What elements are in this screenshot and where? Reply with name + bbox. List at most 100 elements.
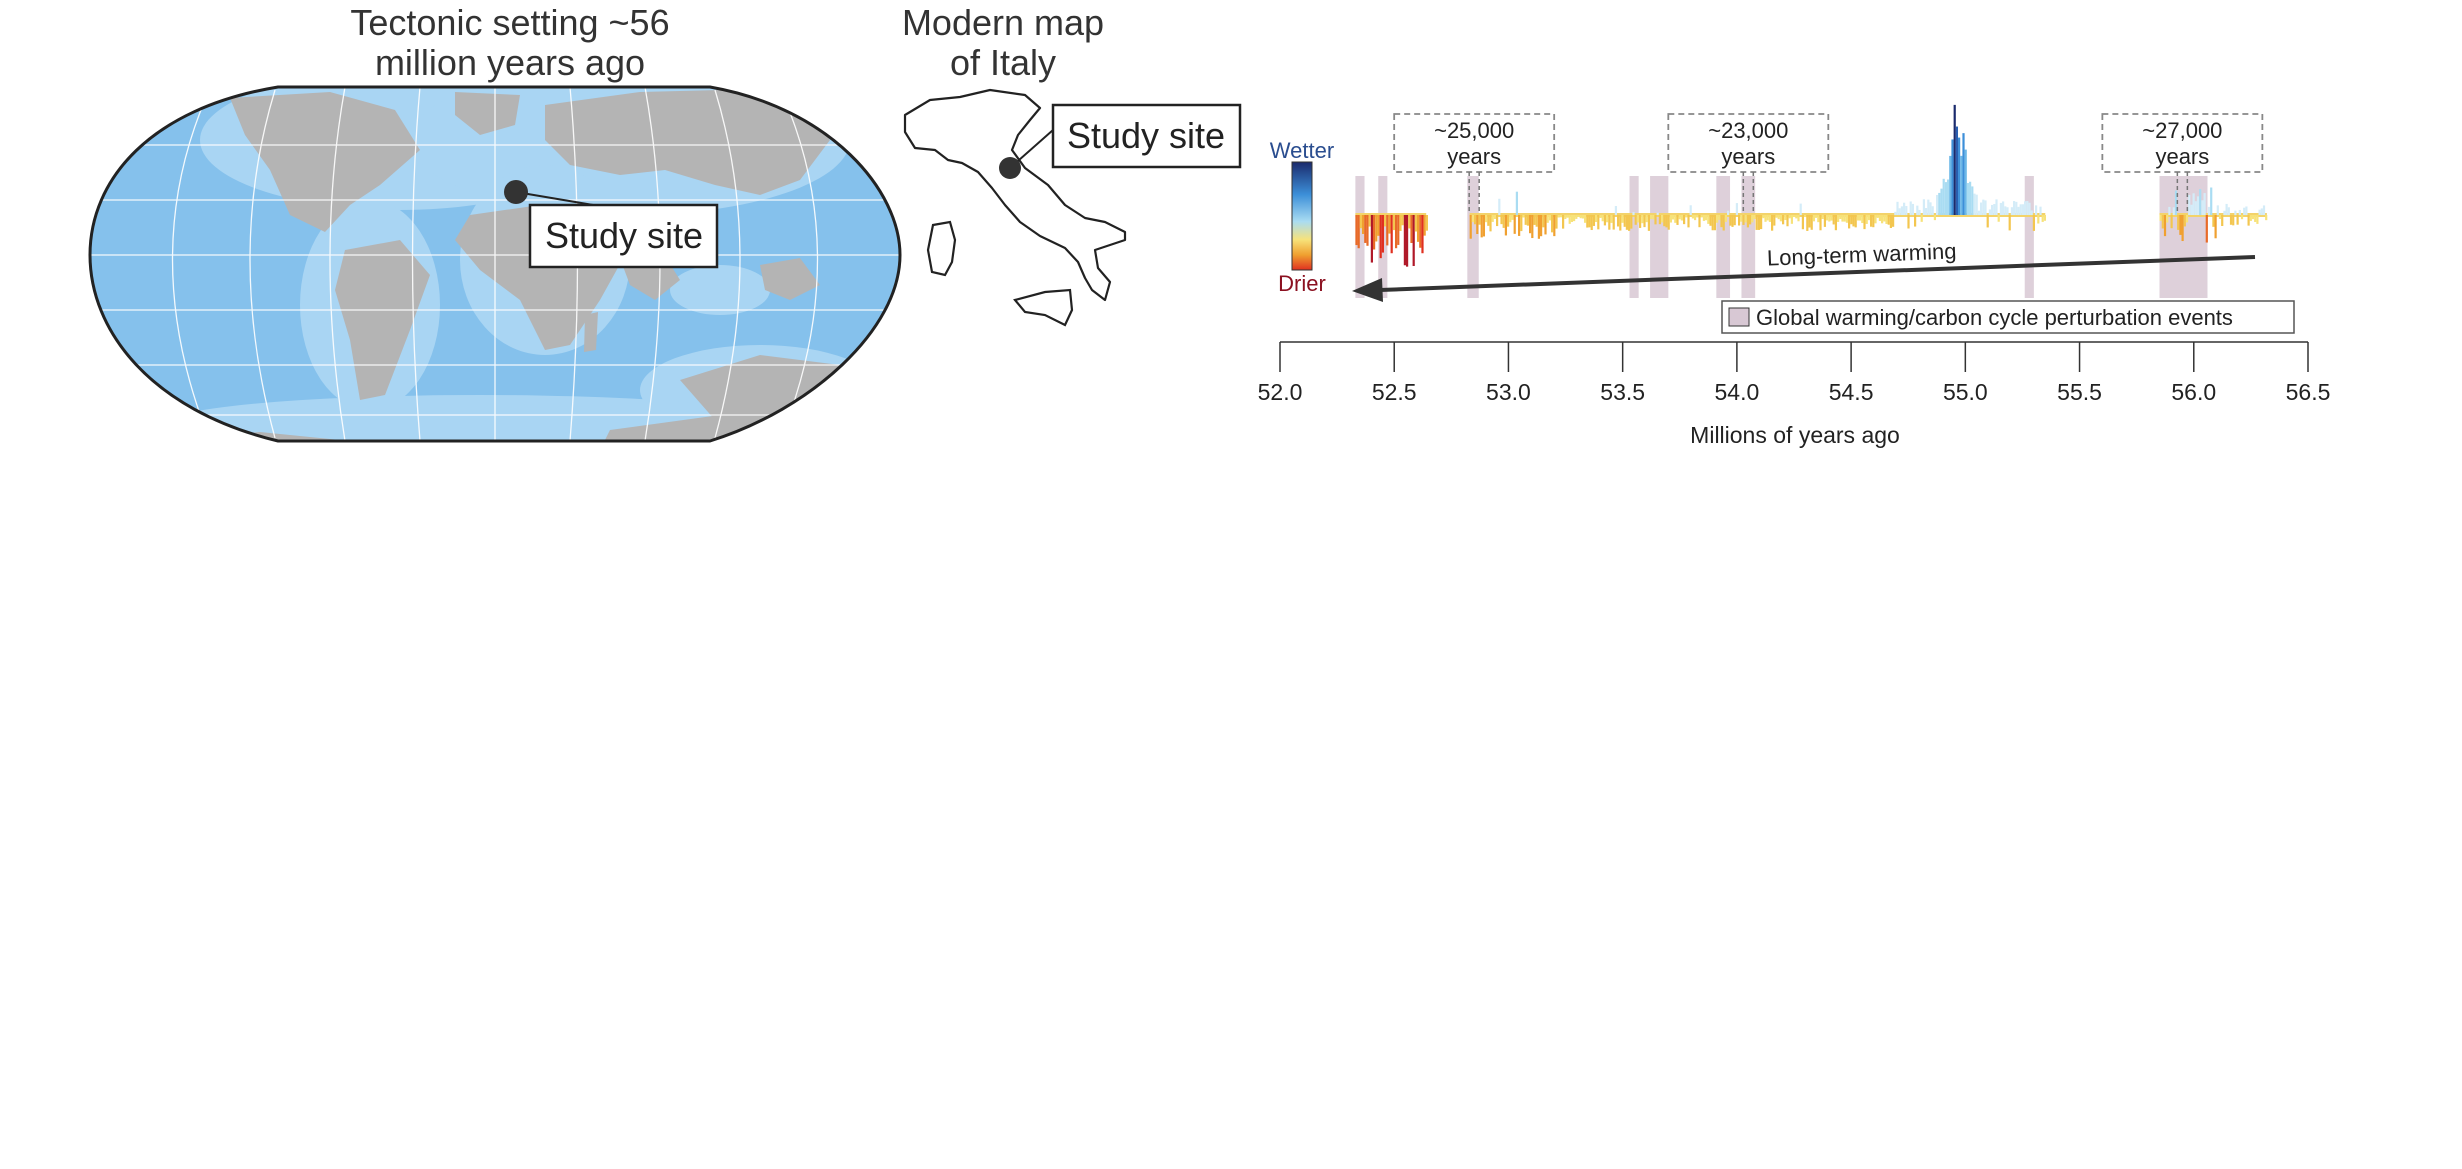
record-bar-276 xyxy=(2002,201,2005,215)
record-bar-272 xyxy=(1993,204,1996,215)
record-bar-85 xyxy=(1581,215,1585,219)
x-axis xyxy=(1279,341,2309,372)
record-bar-318 xyxy=(2207,206,2211,215)
sicily-outline xyxy=(1013,288,1074,327)
record-bar-174 xyxy=(1777,215,1780,220)
record-bar-344 xyxy=(2265,215,2268,221)
record-bar-140 xyxy=(1702,215,1706,221)
record-bar-289 xyxy=(2030,210,2033,215)
record-bar-4 xyxy=(1361,215,1365,234)
record-bar-10 xyxy=(1375,215,1378,242)
record-bar-234 xyxy=(1909,201,1912,215)
record-bar-102 xyxy=(1619,215,1622,231)
record-bar-253 xyxy=(1951,139,1954,215)
record-bar-65 xyxy=(1537,215,1541,239)
record-bar-58 xyxy=(1522,215,1525,218)
record-bar-125 xyxy=(1669,215,1673,223)
record-bar-312 xyxy=(2194,201,2197,215)
cycle-annotation-box-1 xyxy=(1393,113,1556,173)
record-bar-111 xyxy=(1639,215,1642,228)
record-bar-265 xyxy=(1977,210,1981,215)
long-term-warming-label: Long-term warming xyxy=(1767,238,1957,270)
record-bar-57 xyxy=(1520,215,1523,232)
record-bar-179 xyxy=(1788,215,1791,219)
record-bar-19 xyxy=(1394,215,1398,249)
x-tick-label: 55.5 xyxy=(2057,379,2102,405)
record-bar-150 xyxy=(1724,215,1728,222)
record-bar-209 xyxy=(1854,215,1857,228)
record-bar-34 xyxy=(1469,215,1472,239)
record-bar-197 xyxy=(1828,215,1831,222)
record-bar-244 xyxy=(1931,206,1934,215)
record-bar-249 xyxy=(1942,178,1945,215)
paleo-map-panel: Tectonic setting ~56 million years ago xyxy=(88,2,902,443)
record-bar-42 xyxy=(1487,215,1490,226)
record-bar-13 xyxy=(1381,215,1384,253)
record-bar-246 xyxy=(1936,194,1939,215)
record-bar-2 xyxy=(1357,215,1360,249)
record-bar-169 xyxy=(1766,215,1769,221)
record-bar-181 xyxy=(1793,215,1796,218)
record-bar-259 xyxy=(1964,149,1967,215)
paleo-map-title-line2: million years ago xyxy=(375,42,645,83)
record-bar-218 xyxy=(1874,215,1877,224)
record-bar-110 xyxy=(1636,215,1640,223)
record-bar-266 xyxy=(1980,202,1983,215)
record-bar-178 xyxy=(1786,215,1789,227)
record-bar-329 xyxy=(2232,215,2235,226)
record-bar-131 xyxy=(1683,215,1686,225)
record-bar-103 xyxy=(1621,215,1624,223)
record-bar-216 xyxy=(1870,215,1873,227)
record-bar-37 xyxy=(1476,215,1479,235)
record-bar-334 xyxy=(2243,207,2246,215)
record-bar-189 xyxy=(1810,215,1813,230)
legend: Global warming/carbon cycle perturbation… xyxy=(1721,300,2295,334)
record-bar-159 xyxy=(1744,215,1747,223)
record-bar-333 xyxy=(2240,215,2244,220)
record-bar-72 xyxy=(1553,215,1556,237)
study-site-callout xyxy=(528,203,719,269)
record-bar-82 xyxy=(1575,215,1578,219)
record-bar-290 xyxy=(2032,215,2036,231)
record-bar-92 xyxy=(1597,215,1600,230)
record-bar-202 xyxy=(1839,215,1842,220)
x-tick-label: 56.0 xyxy=(2171,379,2216,405)
record-bar-256 xyxy=(1958,137,1961,215)
record-bar-3 xyxy=(1359,215,1362,229)
record-bar-177 xyxy=(1784,215,1787,221)
record-bar-93 xyxy=(1599,215,1602,218)
record-bar-294 xyxy=(2041,215,2044,222)
x-tick-label: 53.5 xyxy=(1600,379,1645,405)
record-bar-105 xyxy=(1625,215,1629,230)
record-bar-44 xyxy=(1491,215,1494,222)
record-bar-326 xyxy=(2225,203,2228,215)
record-bar-147 xyxy=(1718,215,1721,220)
record-bar-16 xyxy=(1388,215,1391,234)
record-bar-14 xyxy=(1383,215,1387,227)
record-bar-28 xyxy=(1414,215,1417,232)
record-bar-254 xyxy=(1953,104,1956,215)
record-bar-113 xyxy=(1643,215,1646,228)
record-bar-288 xyxy=(2028,202,2031,215)
x-axis-label: Millions of years ago xyxy=(1690,422,1900,448)
record-bar-180 xyxy=(1790,215,1794,224)
record-bar-286 xyxy=(2024,201,2027,215)
graticule xyxy=(90,87,900,441)
x-tick-label: 54.5 xyxy=(1829,379,1874,405)
record-bar-278 xyxy=(2006,207,2009,215)
record-bar-337 xyxy=(2249,215,2252,221)
record-bar-342 xyxy=(2260,208,2263,215)
record-bar-200 xyxy=(1834,215,1838,231)
record-bar-22 xyxy=(1401,215,1404,226)
record-bar-106 xyxy=(1628,215,1631,231)
record-bar-308 xyxy=(2185,215,2189,223)
record-bar-330 xyxy=(2234,210,2237,215)
record-bar-27 xyxy=(1412,215,1415,267)
record-bar-335 xyxy=(2245,206,2248,215)
record-bar-262 xyxy=(1971,186,1974,215)
record-bar-309 xyxy=(2188,194,2191,215)
record-bar-156 xyxy=(1738,215,1741,226)
record-bar-160 xyxy=(1746,215,1750,228)
event-interval-4 xyxy=(1629,176,1639,298)
